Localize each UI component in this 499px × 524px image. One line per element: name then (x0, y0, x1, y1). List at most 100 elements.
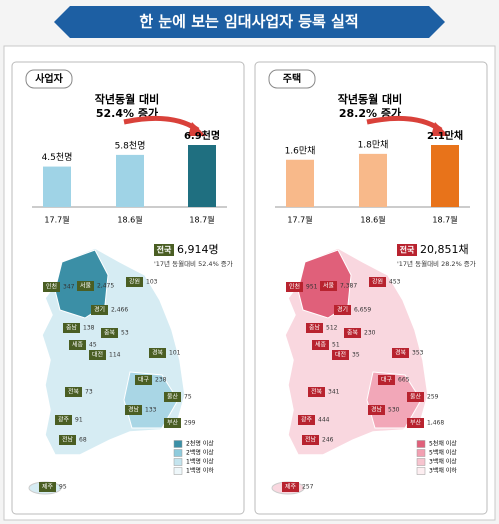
value-label: 1.6만채 (285, 145, 316, 156)
region-name: 충북 (104, 329, 116, 337)
legend-swatch (416, 440, 426, 448)
total-note: '17년 동월대비 28.2% 증가 (397, 259, 476, 268)
legend-label: 3백채 이상 (429, 458, 457, 466)
region-tag (135, 375, 152, 385)
region-value: 453 (389, 279, 401, 286)
region-value: 299 (184, 420, 196, 427)
region-name: 인천 (289, 283, 300, 291)
region-name: 충남 (309, 324, 321, 332)
region-tag (407, 392, 424, 402)
region-tag (369, 277, 386, 287)
region-name: 충남 (66, 324, 78, 332)
region-value: 45 (89, 342, 97, 349)
region-value: 444 (318, 417, 330, 424)
region-value: 75 (184, 394, 192, 401)
region-name: 전남 (305, 436, 317, 444)
region-name: 대전 (335, 351, 346, 359)
region-tag (378, 375, 395, 385)
region-name: 인천 (46, 283, 57, 291)
region-value: 53 (121, 330, 129, 337)
header-ribbon (54, 6, 445, 38)
chart-subtitle: 28.2% 증가 (339, 106, 401, 120)
legend-swatch (173, 440, 183, 448)
region-tag (101, 328, 118, 338)
region-value: 347 (63, 284, 75, 291)
x-tick-label: 17.7월 (44, 215, 69, 225)
region-tag (43, 282, 60, 292)
chart-title: 작년동월 대비 (95, 92, 160, 106)
x-tick-label: 17.7월 (287, 215, 312, 225)
region-name: 경북 (152, 350, 164, 357)
region-value: 257 (302, 484, 314, 491)
x-tick-label: 18.6월 (360, 215, 385, 225)
header-title: 한 눈에 보는 임대사업자 등록 실적 (139, 13, 358, 31)
region-value: 341 (328, 389, 340, 396)
region-tag (69, 340, 86, 350)
value-label: 1.8만채 (358, 139, 389, 150)
tab-box (268, 69, 316, 89)
region-value: 1,468 (427, 420, 444, 427)
region-tag (91, 305, 108, 315)
total-tag (397, 244, 417, 256)
bar (43, 166, 71, 207)
region-name: 부산 (410, 419, 422, 427)
region-name: 서울 (323, 282, 335, 290)
region-tag (368, 405, 385, 415)
region-name: 경남 (128, 406, 140, 414)
region-value: 133 (145, 407, 157, 414)
region-tag (65, 387, 82, 397)
region-value: 259 (427, 394, 439, 401)
legend-swatch (416, 467, 426, 475)
region-tag (298, 415, 315, 425)
total-note: '17년 동월대비 52.4% 증가 (154, 259, 233, 268)
region-value: 138 (83, 325, 95, 332)
region-name: 강원 (129, 278, 140, 286)
region-value: 665 (398, 377, 410, 384)
region-name: 충북 (347, 329, 359, 337)
region-value: 2,466 (111, 307, 128, 314)
region-name: 광주 (58, 417, 70, 424)
region-name: 울산 (410, 393, 422, 401)
trend-arrow-head (188, 122, 206, 136)
region-tag (407, 418, 424, 428)
region-name: 경기 (94, 306, 105, 314)
region-tag (89, 350, 106, 360)
region-value: 6,659 (354, 307, 371, 314)
region-name: 세종 (315, 341, 327, 349)
region-tag (392, 348, 409, 358)
bar (116, 154, 144, 207)
legend-swatch (173, 449, 183, 457)
legend-label: 1백명 이하 (186, 467, 214, 475)
region-name: 대구 (381, 376, 393, 384)
region-tag (126, 277, 143, 287)
region-tag (63, 323, 80, 333)
legend-swatch (173, 467, 183, 475)
legend-swatch (416, 449, 426, 457)
region-tag (332, 350, 349, 360)
region-tag (149, 348, 166, 358)
region-value: 2,475 (97, 283, 114, 290)
region-value: 246 (322, 437, 334, 444)
region-name: 경기 (337, 306, 348, 314)
region-tag (308, 387, 325, 397)
region-name: 대전 (92, 351, 103, 359)
region-tag (312, 340, 329, 350)
region-name: 부산 (167, 419, 179, 427)
region-tag (55, 415, 72, 425)
region-name: 울산 (167, 393, 179, 401)
region-value: 530 (388, 407, 400, 414)
legend-label: 2백명 이상 (186, 449, 214, 457)
region-value: 238 (155, 377, 167, 384)
region-value: 7,387 (340, 283, 357, 290)
region-name: 경남 (371, 406, 383, 414)
region-name: 전북 (311, 388, 323, 396)
legend-label: 5백채 이상 (429, 449, 457, 457)
region-name: 강원 (372, 278, 383, 286)
total-tag (154, 244, 174, 256)
legend-label: 5천채 이상 (429, 440, 457, 448)
region-tag (164, 392, 181, 402)
legend-swatch (416, 458, 426, 466)
